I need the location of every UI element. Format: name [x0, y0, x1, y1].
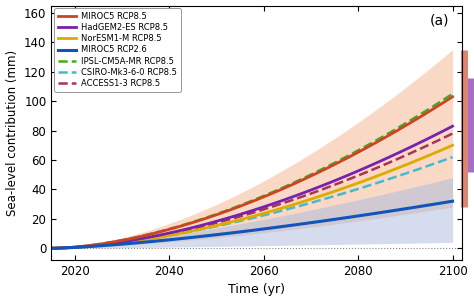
MIROC5 RCP2.6 — [91, 244, 97, 248]
NorESM1-M RCP8.5 — [388, 169, 394, 172]
CSIRO-Mk3-6-0 RCP8.5 — [450, 155, 456, 159]
CSIRO-Mk3-6-0 RCP8.5 — [67, 246, 73, 249]
HadGEM2-ES RCP8.5 — [91, 244, 97, 247]
MIROC5 RCP8.5 — [58, 246, 64, 250]
CSIRO-Mk3-6-0 RCP8.5 — [91, 244, 97, 248]
HadGEM2-ES RCP8.5 — [356, 169, 361, 173]
NorESM1-M RCP8.5 — [450, 143, 456, 147]
NorESM1-M RCP8.5 — [91, 244, 97, 248]
MIROC5 RCP2.6 — [450, 199, 456, 203]
IPSL-CM5A-MR RCP8.5 — [91, 243, 97, 247]
ACCESS1-3 RCP8.5 — [450, 132, 456, 135]
IPSL-CM5A-MR RCP8.5 — [242, 202, 248, 205]
ACCESS1-3 RCP8.5 — [48, 246, 54, 250]
MIROC5 RCP8.5 — [48, 246, 54, 250]
MIROC5 RCP2.6 — [242, 230, 248, 233]
Line: ACCESS1-3 RCP8.5: ACCESS1-3 RCP8.5 — [51, 133, 453, 248]
Line: NorESM1-M RCP8.5: NorESM1-M RCP8.5 — [51, 145, 453, 248]
CSIRO-Mk3-6-0 RCP8.5 — [58, 246, 64, 250]
HadGEM2-ES RCP8.5 — [48, 246, 54, 250]
MIROC5 RCP8.5 — [242, 203, 248, 206]
CSIRO-Mk3-6-0 RCP8.5 — [242, 218, 248, 222]
MIROC5 RCP2.6 — [48, 246, 54, 250]
CSIRO-Mk3-6-0 RCP8.5 — [356, 187, 361, 191]
X-axis label: Time (yr): Time (yr) — [228, 284, 285, 297]
HadGEM2-ES RCP8.5 — [450, 124, 456, 128]
CSIRO-Mk3-6-0 RCP8.5 — [388, 177, 394, 180]
Y-axis label: Sea-level contribution (mm): Sea-level contribution (mm) — [6, 50, 18, 216]
MIROC5 RCP2.6 — [58, 246, 64, 250]
Text: (a): (a) — [430, 13, 450, 27]
ACCESS1-3 RCP8.5 — [388, 160, 394, 164]
HadGEM2-ES RCP8.5 — [242, 211, 248, 215]
IPSL-CM5A-MR RCP8.5 — [388, 130, 394, 133]
ACCESS1-3 RCP8.5 — [67, 246, 73, 249]
NorESM1-M RCP8.5 — [242, 217, 248, 220]
Line: MIROC5 RCP8.5: MIROC5 RCP8.5 — [51, 97, 453, 248]
ACCESS1-3 RCP8.5 — [58, 246, 64, 250]
MIROC5 RCP2.6 — [388, 209, 394, 213]
MIROC5 RCP8.5 — [388, 132, 394, 136]
IPSL-CM5A-MR RCP8.5 — [67, 246, 73, 249]
Legend: MIROC5 RCP8.5, HadGEM2-ES RCP8.5, NorESM1-M RCP8.5, MIROC5 RCP2.6, IPSL-CM5A-MR : MIROC5 RCP8.5, HadGEM2-ES RCP8.5, NorESM… — [54, 8, 181, 92]
IPSL-CM5A-MR RCP8.5 — [450, 92, 456, 96]
HadGEM2-ES RCP8.5 — [67, 246, 73, 249]
NorESM1-M RCP8.5 — [58, 246, 64, 250]
ACCESS1-3 RCP8.5 — [91, 244, 97, 248]
MIROC5 RCP2.6 — [356, 214, 361, 218]
IPSL-CM5A-MR RCP8.5 — [58, 246, 64, 250]
NorESM1-M RCP8.5 — [48, 246, 54, 250]
MIROC5 RCP8.5 — [356, 150, 361, 154]
Line: IPSL-CM5A-MR RCP8.5: IPSL-CM5A-MR RCP8.5 — [51, 94, 453, 248]
HadGEM2-ES RCP8.5 — [58, 246, 64, 250]
MIROC5 RCP8.5 — [67, 246, 73, 249]
ACCESS1-3 RCP8.5 — [242, 213, 248, 217]
NorESM1-M RCP8.5 — [356, 181, 361, 185]
HadGEM2-ES RCP8.5 — [388, 154, 394, 158]
CSIRO-Mk3-6-0 RCP8.5 — [48, 246, 54, 250]
IPSL-CM5A-MR RCP8.5 — [48, 246, 54, 250]
MIROC5 RCP2.6 — [67, 246, 73, 249]
IPSL-CM5A-MR RCP8.5 — [356, 149, 361, 152]
MIROC5 RCP8.5 — [450, 95, 456, 98]
Line: MIROC5 RCP2.6: MIROC5 RCP2.6 — [51, 201, 453, 248]
Line: HadGEM2-ES RCP8.5: HadGEM2-ES RCP8.5 — [51, 126, 453, 248]
ACCESS1-3 RCP8.5 — [356, 174, 361, 177]
Line: CSIRO-Mk3-6-0 RCP8.5: CSIRO-Mk3-6-0 RCP8.5 — [51, 157, 453, 248]
NorESM1-M RCP8.5 — [67, 246, 73, 249]
MIROC5 RCP8.5 — [91, 243, 97, 247]
